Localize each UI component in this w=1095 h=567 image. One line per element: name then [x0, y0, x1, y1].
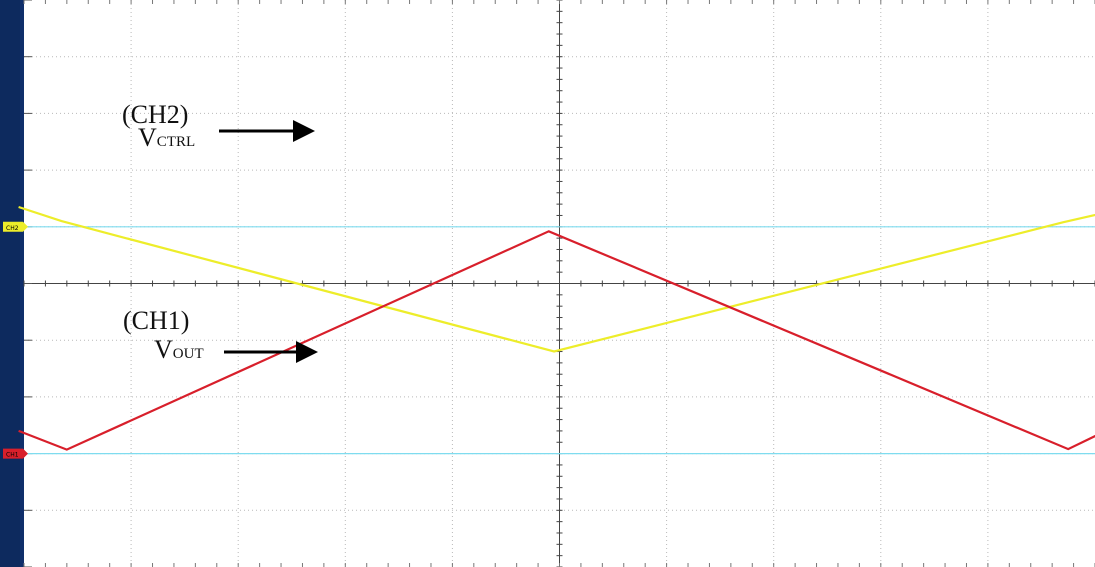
ch2-signal-subscript: CTRL [156, 134, 196, 150]
ch1-label: (CH1) [123, 306, 190, 335]
channel-marker-label: CH1 [6, 452, 19, 459]
channel-marker-ch2 [3, 221, 28, 232]
trace-ch1 [18, 230, 1095, 451]
ch2-arrow-head [293, 120, 315, 142]
ch1-signal-name: VOUT [154, 335, 204, 365]
ch2-label: (CH2) [122, 100, 189, 129]
ch2-signal-main: V [138, 123, 157, 152]
trace-ch2 [18, 205, 1095, 353]
ch1-signal-main: V [154, 335, 173, 364]
ch1-arrow-head [296, 341, 318, 363]
channel-marker-ch1 [3, 448, 28, 459]
ch1-signal-subscript: OUT [172, 346, 204, 362]
ch2-signal-name: VCTRL [138, 123, 195, 153]
channel-marker-bar [0, 0, 24, 567]
channel-marker-label: CH2 [6, 225, 19, 232]
